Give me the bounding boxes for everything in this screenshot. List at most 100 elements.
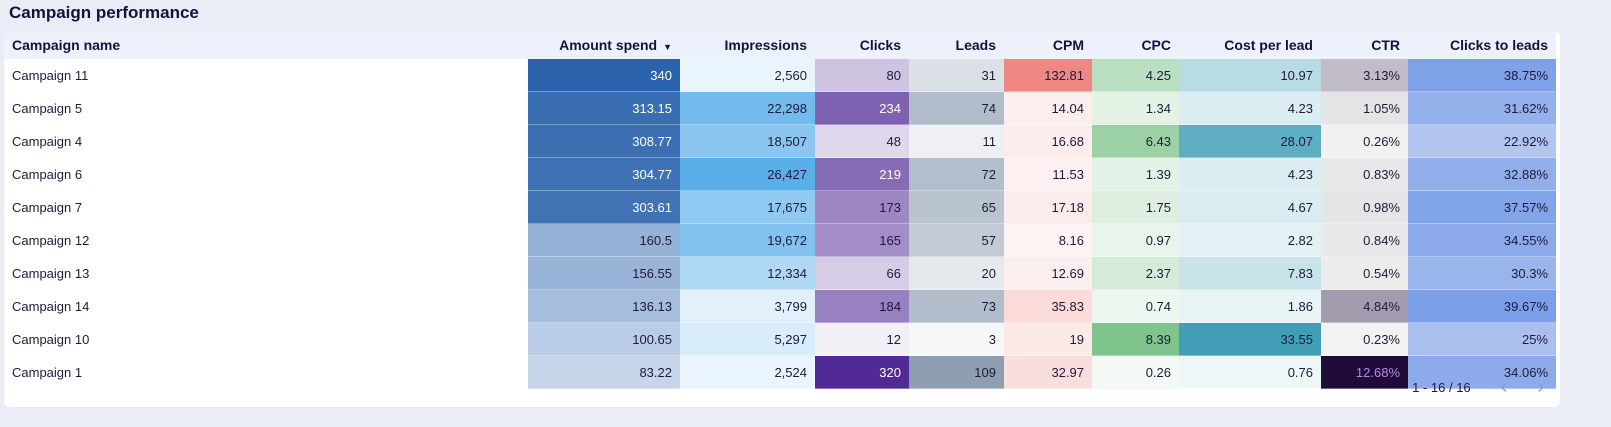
cell-cpm: 16.68 — [1004, 124, 1092, 158]
campaign-table: Campaign name Amount spend ▼ Impressions Cli… — [4, 31, 1556, 389]
cell-impressions: 5,297 — [680, 322, 815, 356]
column-header-label: Amount spend — [559, 37, 658, 53]
campaign-table-card: Campaign name Amount spend ▼ Impressions Cli… — [4, 31, 1560, 407]
cell-clicks: 48 — [815, 124, 909, 158]
cell-impressions: 17,675 — [680, 190, 815, 224]
cell-campaign-name: Campaign 6 — [4, 157, 528, 191]
cell-amount-spend: 340 — [528, 59, 680, 92]
column-header-ctr[interactable]: CTR — [1321, 31, 1408, 59]
column-header-clicks[interactable]: Clicks — [815, 31, 909, 59]
cell-leads: 57 — [909, 223, 1004, 257]
cell-cpc: 4.25 — [1092, 59, 1179, 92]
cell-cpc: 0.74 — [1092, 289, 1179, 323]
column-header-label: CPC — [1141, 37, 1171, 53]
cell-cpc: 6.43 — [1092, 124, 1179, 158]
cell-clicks: 173 — [815, 190, 909, 224]
cell-campaign-name: Campaign 4 — [4, 124, 528, 158]
cell-clicks: 66 — [815, 256, 909, 290]
column-header-cost-per-lead[interactable]: Cost per lead — [1179, 31, 1321, 59]
cell-impressions: 22,298 — [680, 91, 815, 125]
cell-clicks: 234 — [815, 91, 909, 125]
cell-ctr: 0.23% — [1321, 322, 1408, 356]
cell-clicks: 12 — [815, 322, 909, 356]
cell-impressions: 19,672 — [680, 223, 815, 257]
column-header-label: Impressions — [724, 37, 807, 53]
table-row[interactable]: Campaign 7 303.61 17,675 173 65 17.18 1.75 4.67… — [4, 190, 1556, 224]
cell-clicks-to-leads: 22.92% — [1408, 124, 1556, 158]
cell-cost-per-lead: 0.76 — [1179, 355, 1321, 389]
cell-leads: 3 — [909, 322, 1004, 356]
cell-cost-per-lead: 1.86 — [1179, 289, 1321, 323]
cell-cpc: 1.39 — [1092, 157, 1179, 191]
table-row[interactable]: Campaign 13 156.55 12,334 66 20 12.69 2.37 7.83… — [4, 256, 1556, 290]
column-header-cpm[interactable]: CPM — [1004, 31, 1092, 59]
cell-campaign-name: Campaign 1 — [4, 355, 528, 389]
table-row[interactable]: Campaign 11 340 2,560 80 31 132.81 4.25 10.97 3.… — [4, 59, 1556, 92]
cell-leads: 73 — [909, 289, 1004, 323]
cell-cost-per-lead: 7.83 — [1179, 256, 1321, 290]
cell-clicks-to-leads: 30.3% — [1408, 256, 1556, 290]
column-header-clicks-to-leads[interactable]: Clicks to leads — [1408, 31, 1556, 59]
cell-amount-spend: 313.15 — [528, 91, 680, 125]
cell-ctr: 0.98% — [1321, 190, 1408, 224]
column-header-label: Campaign name — [12, 37, 121, 53]
page-title: Campaign performance — [9, 3, 199, 22]
cell-ctr: 0.26% — [1321, 124, 1408, 158]
column-header-label: Clicks to leads — [1449, 37, 1548, 53]
cell-clicks: 80 — [815, 59, 909, 92]
cell-cost-per-lead: 33.55 — [1179, 322, 1321, 356]
cell-cpm: 11.53 — [1004, 157, 1092, 191]
cell-cpm: 8.16 — [1004, 223, 1092, 257]
cell-cpc: 0.97 — [1092, 223, 1179, 257]
table-row[interactable]: Campaign 4 308.77 18,507 48 11 16.68 6.43 28.07… — [4, 124, 1556, 158]
cell-amount-spend: 160.5 — [528, 223, 680, 257]
cell-cost-per-lead: 4.23 — [1179, 91, 1321, 125]
cell-cpm: 19 — [1004, 322, 1092, 356]
cell-amount-spend: 83.22 — [528, 355, 680, 389]
chevron-right-icon[interactable]: › — [1537, 376, 1544, 398]
cell-clicks-to-leads: 31.62% — [1408, 91, 1556, 125]
table-row[interactable]: Campaign 6 304.77 26,427 219 72 11.53 1.39 4.23… — [4, 157, 1556, 191]
cell-clicks: 184 — [815, 289, 909, 323]
cell-campaign-name: Campaign 11 — [4, 59, 528, 92]
cell-leads: 109 — [909, 355, 1004, 389]
cell-cpc: 0.26 — [1092, 355, 1179, 389]
column-header-leads[interactable]: Leads — [909, 31, 1004, 59]
table-row[interactable]: Campaign 12 160.5 19,672 165 57 8.16 0.97 2.82 0… — [4, 223, 1556, 257]
cell-clicks-to-leads: 34.55% — [1408, 223, 1556, 257]
cell-impressions: 3,799 — [680, 289, 815, 323]
column-header-amount-spend[interactable]: Amount spend ▼ — [528, 31, 680, 59]
cell-leads: 31 — [909, 59, 1004, 92]
table-row[interactable]: Campaign 10 100.65 5,297 12 3 19 8.39 33.55 0.23… — [4, 322, 1556, 356]
caret-down-icon[interactable]: ▼ — [663, 42, 672, 52]
table-row[interactable]: Campaign 1 83.22 2,524 320 109 32.97 0.26 0.76 1… — [4, 355, 1556, 389]
cell-campaign-name: Campaign 12 — [4, 223, 528, 257]
cell-ctr: 0.84% — [1321, 223, 1408, 257]
cell-cpc: 1.34 — [1092, 91, 1179, 125]
column-header-label: Leads — [955, 37, 996, 53]
cell-campaign-name: Campaign 7 — [4, 190, 528, 224]
cell-cpm: 32.97 — [1004, 355, 1092, 389]
cell-campaign-name: Campaign 5 — [4, 91, 528, 125]
cell-impressions: 18,507 — [680, 124, 815, 158]
cell-clicks-to-leads: 38.75% — [1408, 59, 1556, 92]
cell-impressions: 12,334 — [680, 256, 815, 290]
column-header-label: CTR — [1371, 37, 1400, 53]
table-row[interactable]: Campaign 14 136.13 3,799 184 73 35.83 0.74 1.86… — [4, 289, 1556, 323]
cell-cpc: 2.37 — [1092, 256, 1179, 290]
column-header-campaign-name[interactable]: Campaign name — [4, 31, 528, 59]
column-header-cpc[interactable]: CPC — [1092, 31, 1179, 59]
cell-amount-spend: 308.77 — [528, 124, 680, 158]
cell-leads: 11 — [909, 124, 1004, 158]
table-row[interactable]: Campaign 5 313.15 22,298 234 74 14.04 1.34 4.23… — [4, 91, 1556, 125]
cell-ctr: 0.83% — [1321, 157, 1408, 191]
cell-cost-per-lead: 10.97 — [1179, 59, 1321, 92]
cell-impressions: 26,427 — [680, 157, 815, 191]
chevron-left-icon[interactable]: ‹ — [1500, 376, 1508, 398]
cell-amount-spend: 304.77 — [528, 157, 680, 191]
cell-cpm: 12.69 — [1004, 256, 1092, 290]
cell-ctr: 3.13% — [1321, 59, 1408, 92]
column-header-impressions[interactable]: Impressions — [680, 31, 815, 59]
cell-amount-spend: 303.61 — [528, 190, 680, 224]
cell-leads: 20 — [909, 256, 1004, 290]
